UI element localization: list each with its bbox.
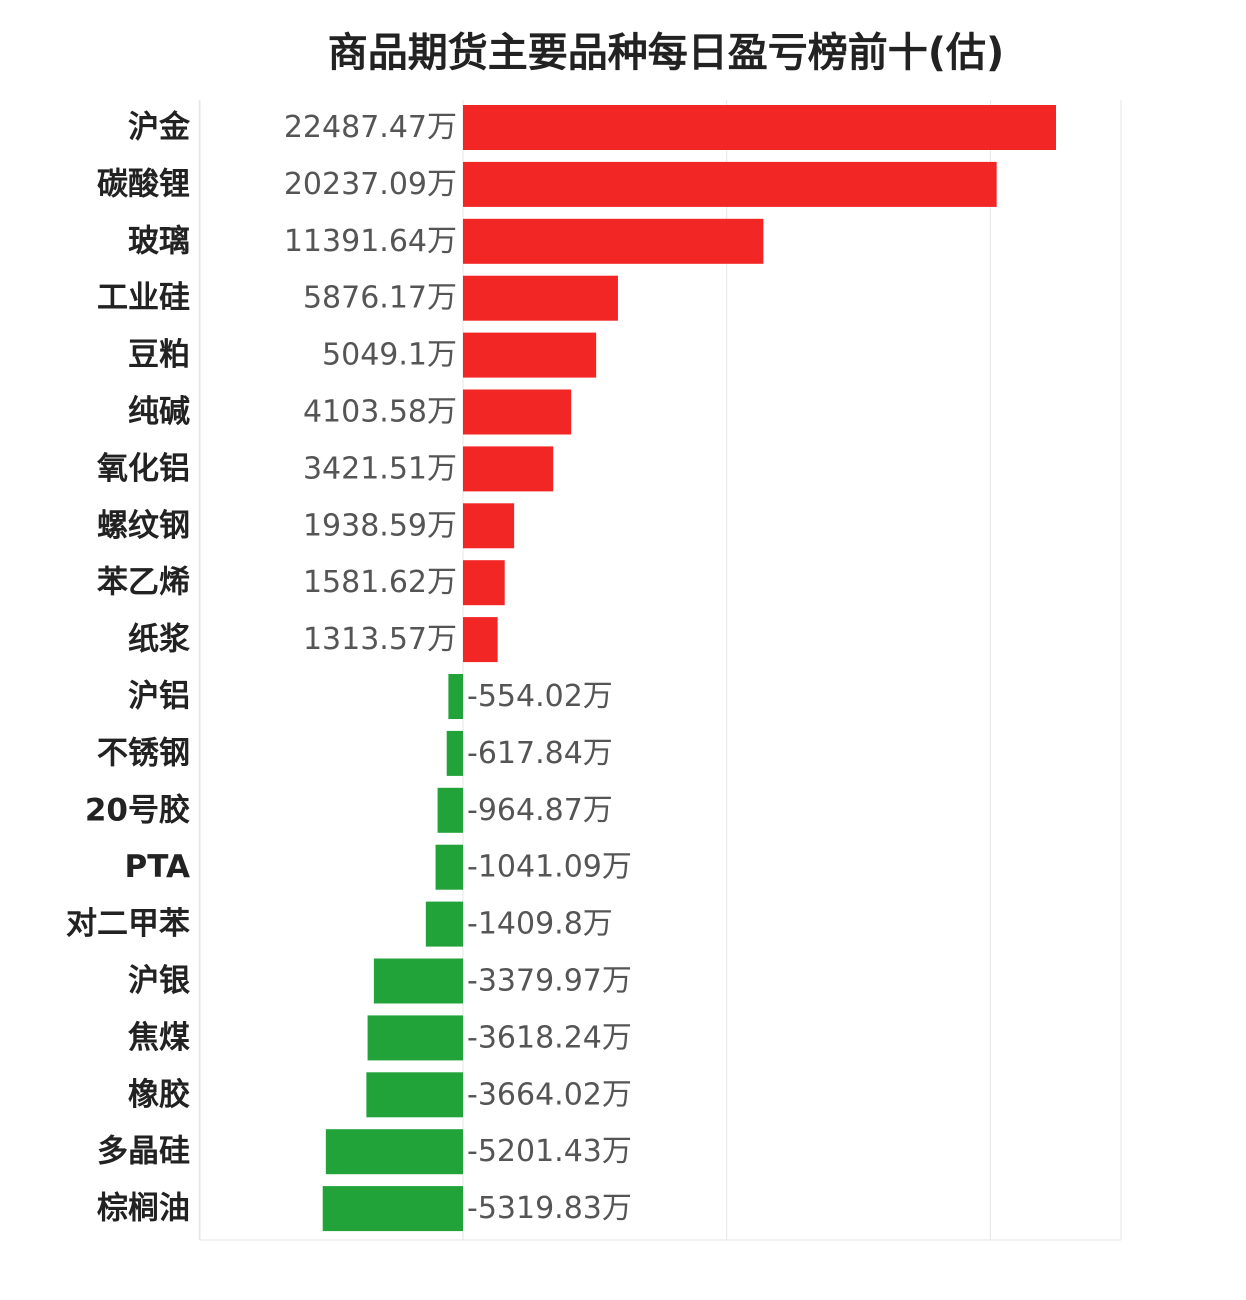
bar (463, 503, 515, 549)
value-label: -3664.02万 (467, 1077, 632, 1112)
value-label: -554.02万 (467, 679, 613, 714)
category-label: 焦煤 (128, 1020, 190, 1056)
value-label: -1409.8万 (467, 907, 613, 942)
gridlines (198, 100, 1122, 1241)
category-label: 橡胶 (128, 1077, 190, 1113)
category-label: 沪铝 (128, 679, 190, 715)
category-label: PTA (125, 849, 190, 885)
category-label: 沪银 (128, 963, 190, 999)
value-label: 5049.1万 (322, 338, 457, 373)
bar (463, 446, 554, 492)
value-label: -3379.97万 (467, 964, 632, 999)
category-label: 不锈钢 (97, 735, 190, 771)
category-label: 玻璃 (128, 223, 190, 259)
category-label: 工业硅 (97, 280, 190, 316)
bar (448, 674, 463, 719)
bar (463, 161, 997, 207)
category-label: 棕榈油 (97, 1191, 190, 1227)
bar (446, 730, 463, 776)
bar (437, 787, 463, 833)
bar (425, 901, 463, 947)
value-label: 11391.64万 (284, 224, 457, 259)
category-label: 多晶硅 (97, 1134, 190, 1170)
category-label: 碳酸锂 (97, 166, 190, 202)
bars (322, 105, 1056, 1232)
bar (463, 617, 498, 663)
value-label: -3618.24万 (467, 1020, 632, 1055)
value-label: 20237.09万 (284, 167, 457, 202)
bar (373, 958, 463, 1004)
category-label: 氧化铝 (97, 451, 190, 487)
bar (435, 844, 463, 890)
value-label: 22487.47万 (284, 110, 457, 145)
value-label: -1041.09万 (467, 850, 632, 885)
category-label: 沪金 (128, 110, 191, 146)
value-label: 5876.17万 (303, 281, 457, 316)
value-label: -5201.43万 (467, 1134, 632, 1169)
bar (463, 332, 597, 378)
value-label: 3421.51万 (303, 451, 457, 486)
category-label: 豆粕 (128, 337, 190, 373)
chart-title: 商品期货主要品种每日盈亏榜前十(估) (327, 30, 1005, 76)
category-label: 螺纹钢 (97, 508, 190, 544)
value-label: -5319.83万 (467, 1191, 632, 1226)
bar (463, 275, 618, 321)
bar (325, 1129, 463, 1175)
bar (463, 389, 572, 435)
bar (463, 560, 505, 606)
bar (463, 218, 764, 264)
value-label: 1938.59万 (303, 508, 457, 543)
bar (463, 105, 1056, 150)
bar (366, 1072, 463, 1118)
category-label: 纯碱 (128, 394, 190, 430)
value-label: 4103.58万 (303, 395, 457, 430)
bar (322, 1186, 463, 1232)
category-label: 苯乙烯 (97, 565, 190, 601)
bar (367, 1015, 463, 1061)
value-label: -964.87万 (467, 793, 613, 828)
category-label: 20号胶 (85, 792, 190, 828)
value-label: 1313.57万 (303, 622, 457, 657)
value-label: 1581.62万 (303, 565, 457, 600)
category-label: 纸浆 (128, 622, 190, 658)
category-label: 对二甲苯 (66, 906, 190, 942)
value-label: -617.84万 (467, 736, 613, 771)
